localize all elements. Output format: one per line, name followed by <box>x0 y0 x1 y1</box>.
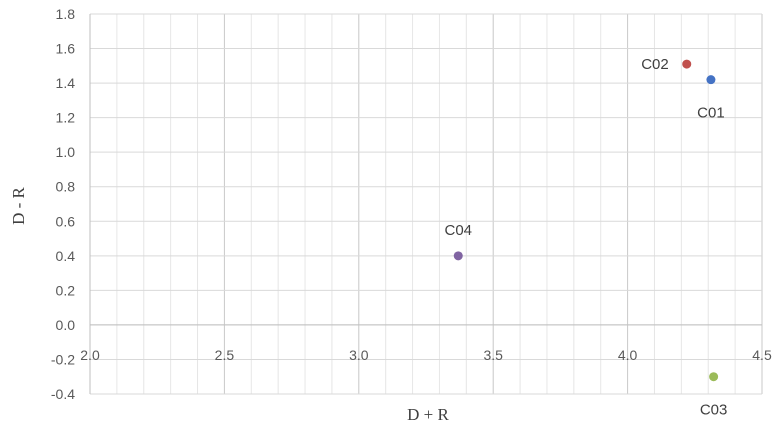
y-tick-label: 1.6 <box>56 41 76 57</box>
point-label-c02: C02 <box>641 56 669 73</box>
y-tick-label: 1.4 <box>56 75 76 91</box>
y-tick-label: 0.0 <box>56 317 76 333</box>
x-tick-label: 3.0 <box>349 347 369 363</box>
x-tick-label: 2.0 <box>80 347 100 363</box>
y-tick-label: 0.6 <box>56 213 76 229</box>
data-points: C01 C02 C03 C04 <box>444 56 727 419</box>
y-tick-label: -0.4 <box>51 386 75 402</box>
minor-gridlines <box>116 14 736 394</box>
point-c01 <box>706 75 716 85</box>
point-c04 <box>453 251 463 261</box>
y-axis-title: D - R <box>9 186 28 224</box>
point-label-c04: C04 <box>444 222 472 239</box>
y-tick-label: 1.2 <box>56 110 76 126</box>
y-tick-label: 0.4 <box>56 248 76 264</box>
y-tick-label: 0.2 <box>56 282 76 298</box>
x-axis-title: D + R <box>407 405 449 424</box>
point-label-c03: C03 <box>700 402 728 419</box>
axes <box>89 14 762 394</box>
y-tick-label: 0.8 <box>56 179 76 195</box>
x-tick-label: 4.5 <box>752 347 772 363</box>
y-tick-label: -0.2 <box>51 351 75 367</box>
x-tick-labels: 2.0 2.5 3.0 3.5 4.0 4.5 <box>80 347 772 363</box>
x-tick-label: 3.5 <box>483 347 503 363</box>
y-tick-label: 1.8 <box>56 6 76 22</box>
x-tick-label: 2.5 <box>215 347 235 363</box>
y-tick-labels: 1.8 1.6 1.4 1.2 1.0 0.8 0.6 0.4 0.2 0.0 -0.2 -0.4 <box>51 6 75 402</box>
point-c02 <box>682 59 692 69</box>
y-tick-label: 1.0 <box>56 144 76 160</box>
point-c03 <box>709 372 719 382</box>
point-label-c01: C01 <box>697 105 725 122</box>
x-tick-label: 4.0 <box>618 347 638 363</box>
